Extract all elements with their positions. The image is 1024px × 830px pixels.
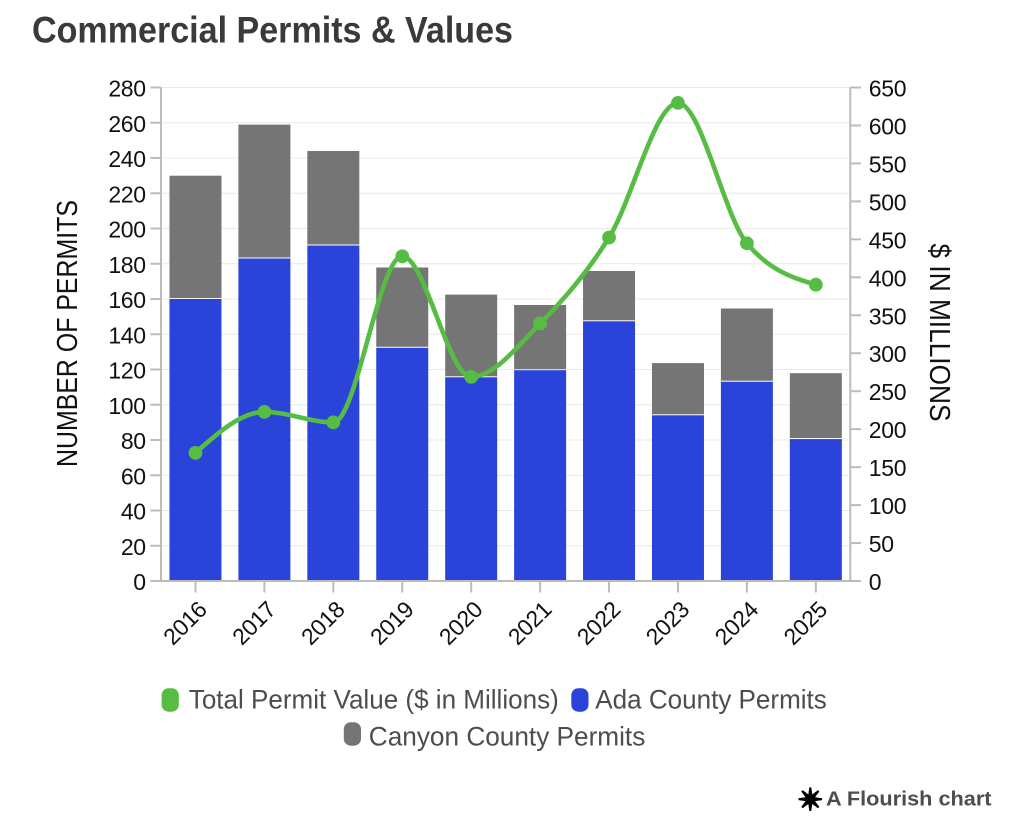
svg-text:0: 0: [133, 569, 146, 595]
svg-text:80: 80: [121, 428, 146, 454]
svg-text:Canyon County Permits: Canyon County Permits: [369, 721, 646, 751]
svg-text:240: 240: [108, 146, 145, 172]
svg-text:260: 260: [108, 111, 145, 137]
svg-text:100: 100: [869, 493, 906, 519]
svg-text:160: 160: [108, 287, 145, 313]
svg-text:$ IN MILLIONS: $ IN MILLIONS: [923, 244, 955, 422]
svg-text:60: 60: [121, 463, 146, 489]
svg-text:280: 280: [108, 76, 145, 102]
svg-text:250: 250: [869, 379, 906, 405]
svg-text:NUMBER OF PERMITS: NUMBER OF PERMITS: [52, 200, 84, 467]
svg-text:500: 500: [869, 189, 906, 215]
svg-text:100: 100: [108, 393, 145, 419]
svg-text:A Flourish chart: A Flourish chart: [826, 788, 992, 810]
svg-text:400: 400: [869, 265, 906, 291]
svg-text:180: 180: [108, 252, 145, 278]
svg-text:600: 600: [869, 113, 906, 139]
svg-text:450: 450: [869, 227, 906, 253]
svg-text:0: 0: [869, 569, 882, 595]
svg-text:140: 140: [108, 322, 145, 348]
svg-text:550: 550: [869, 151, 906, 177]
svg-text:Commercial Permits & Values: Commercial Permits & Values: [32, 10, 513, 51]
svg-text:120: 120: [108, 358, 145, 384]
svg-text:40: 40: [121, 499, 146, 525]
svg-text:20: 20: [121, 534, 146, 560]
svg-text:50: 50: [869, 531, 894, 557]
svg-text:Ada County Permits: Ada County Permits: [595, 684, 827, 714]
svg-text:150: 150: [869, 455, 906, 481]
svg-text:350: 350: [869, 303, 906, 329]
svg-text:Total Permit Value ($ in Milli: Total Permit Value ($ in Millions): [189, 684, 559, 714]
svg-text:200: 200: [869, 417, 906, 443]
svg-text:200: 200: [108, 217, 145, 243]
svg-text:650: 650: [869, 76, 906, 102]
svg-text:220: 220: [108, 181, 145, 207]
svg-text:300: 300: [869, 341, 906, 367]
